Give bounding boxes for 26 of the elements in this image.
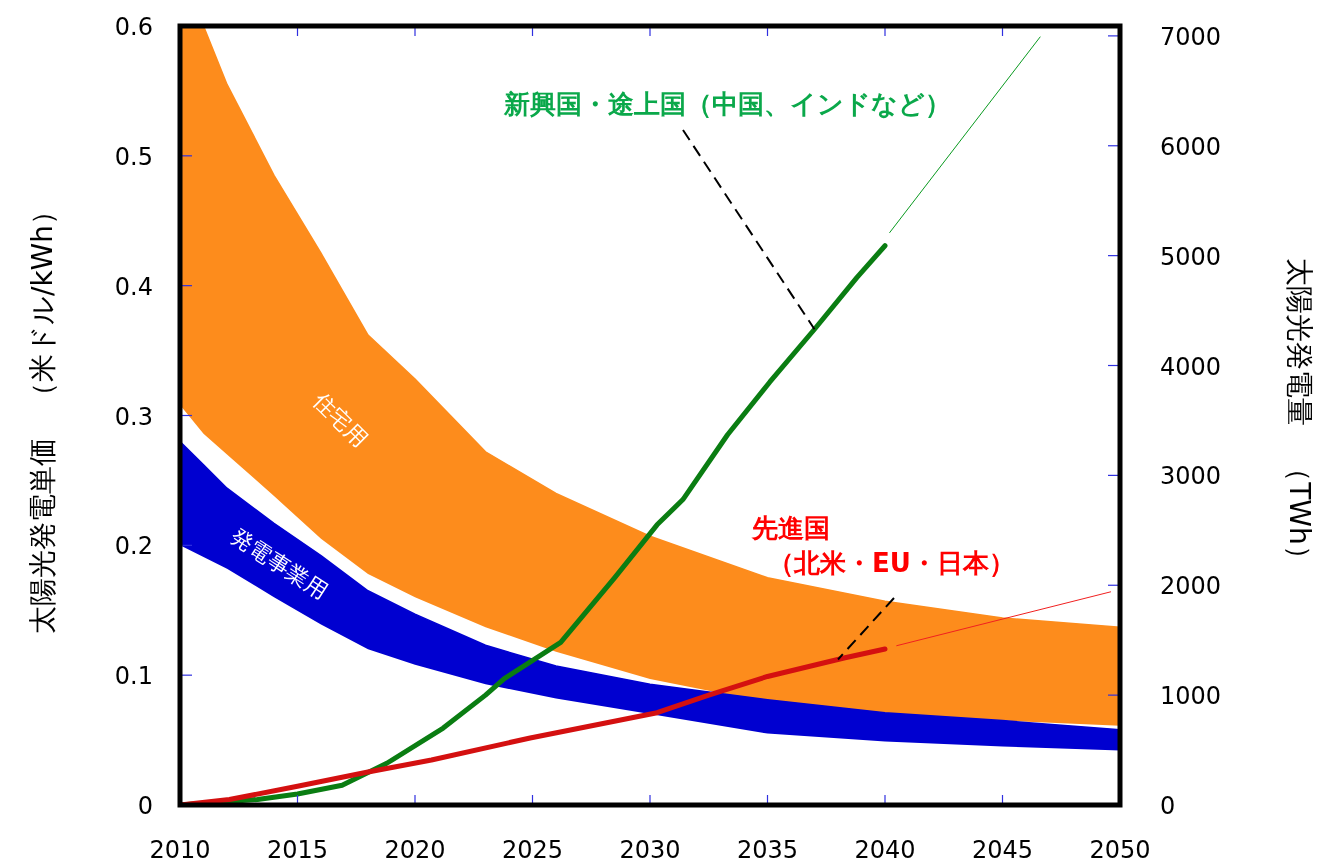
x-tick-label: 2025: [501, 836, 564, 864]
y-tick-label: 0.2: [114, 532, 153, 561]
x-tick-label: 2050: [1089, 836, 1151, 864]
x-tick-label: 2045: [971, 836, 1034, 864]
x-tick-label: 2040: [854, 836, 916, 864]
y2-tick-label: 5000: [1160, 242, 1222, 271]
x-tick-label: 2010: [149, 836, 211, 864]
y2-axis-title: 太陽光発電量 （TWh）: [1283, 258, 1316, 573]
y-tick-label: 0.6: [114, 13, 153, 41]
y-axis-title: 太陽光発電単価 （米ドル/kWh）: [26, 196, 59, 635]
y-tick-label: 0.3: [114, 402, 153, 431]
y-tick-label: 0.5: [114, 142, 153, 171]
y2-tick-label: 1000: [1160, 682, 1222, 711]
y2-tick-label: 0: [1160, 792, 1176, 820]
y2-tick-label: 7000: [1160, 22, 1222, 51]
y-tick-label: 0.1: [114, 662, 153, 691]
x-tick-label: 2030: [619, 836, 681, 864]
y-tick-label: 0: [137, 792, 153, 820]
y2-tick-label: 2000: [1160, 572, 1222, 601]
y2-tick-label: 3000: [1160, 462, 1222, 491]
y-tick-label: 0.4: [114, 272, 153, 301]
x-tick-label: 2035: [736, 836, 799, 864]
y2-tick-label: 6000: [1160, 132, 1222, 161]
y2-tick-label: 4000: [1160, 352, 1222, 381]
x-tick-label: 2015: [266, 836, 329, 864]
x-tick-label: 2020: [384, 836, 446, 864]
